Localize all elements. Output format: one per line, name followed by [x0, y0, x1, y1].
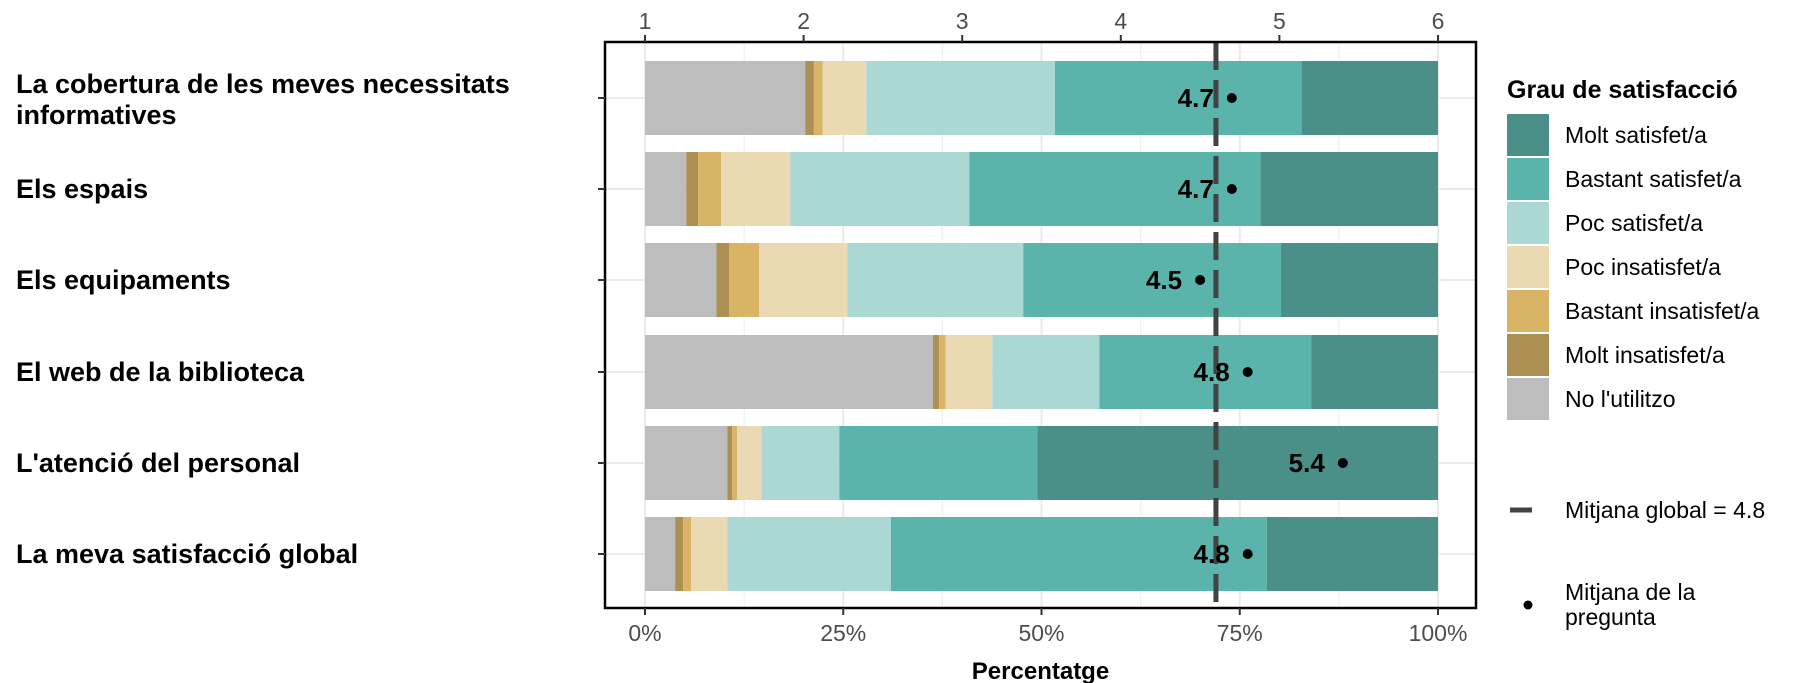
bar-segment: [847, 243, 1024, 317]
bar-segment: [1099, 335, 1312, 409]
bar-segment: [1260, 152, 1438, 226]
bar-segment: [1266, 517, 1438, 591]
bar-segment: [729, 243, 760, 317]
bar-segment: [645, 243, 717, 317]
legend-swatch: [1507, 202, 1549, 244]
category-label: Els equipaments: [16, 265, 231, 295]
x-top-tick-label: 4: [1114, 8, 1127, 34]
question-mean-label: 4.7: [1178, 83, 1214, 113]
bar-segment: [645, 517, 676, 591]
category-label: La meva satisfacció global: [16, 539, 358, 569]
bar-segment: [992, 335, 1100, 409]
question-mean-point: [1226, 184, 1237, 194]
question-mean-label: 4.8: [1194, 357, 1230, 387]
bar-segment: [1037, 426, 1438, 500]
bar-segment: [645, 61, 806, 135]
question-mean-label: 4.8: [1194, 539, 1230, 569]
bar-segment: [790, 152, 970, 226]
x-top-tick-label: 5: [1273, 8, 1286, 34]
bar-segment: [727, 426, 733, 500]
question-mean-label: 5.4: [1289, 448, 1326, 478]
bar-segment: [736, 426, 762, 500]
legend-item-label: Poc insatisfet/a: [1565, 254, 1721, 280]
bar-segment: [645, 152, 687, 226]
category-label: El web de la biblioteca: [16, 357, 305, 387]
question-mean-point: [1337, 458, 1348, 468]
legend-item-label: Molt insatisfet/a: [1565, 342, 1725, 368]
bar-segment: [805, 61, 814, 135]
bar-segment: [813, 61, 823, 135]
legend-question-mean-dot: [1523, 600, 1533, 610]
legend-items: Molt satisfet/a Bastant satisfet/a Poc sat…: [1507, 114, 1760, 420]
bar-segment: [686, 152, 699, 226]
stacked-bars: [645, 61, 1438, 591]
x-top-tick-label: 2: [797, 8, 810, 34]
legend-swatch: [1507, 290, 1549, 332]
x-top-tick-label: 6: [1432, 8, 1445, 34]
bar-segment: [890, 517, 1267, 591]
category-label: La cobertura de les meves necessitats inf…: [16, 69, 510, 130]
legend-title: Grau de satisfacció: [1507, 76, 1738, 104]
bar-segment: [732, 426, 737, 500]
bar-segment: [1054, 61, 1302, 135]
legend-item-label: Molt satisfet/a: [1565, 122, 1707, 148]
bar-segment: [969, 152, 1261, 226]
legend-question-mean-label: Mitjana de la pregunta: [1565, 579, 1696, 630]
legend-swatch: [1507, 378, 1549, 420]
legend-swatch: [1507, 246, 1549, 288]
bar-segment: [1023, 243, 1281, 317]
category-label: Els espais: [16, 174, 148, 204]
category-labels: La cobertura de les meves necessitats inf…: [16, 69, 510, 569]
bar-segment: [839, 426, 1038, 500]
bar-segment: [1311, 335, 1438, 409]
category-label: L'atenció del personal: [16, 448, 300, 478]
bar-segment: [1301, 61, 1438, 135]
bar-segment: [698, 152, 722, 226]
bar-segment: [645, 335, 933, 409]
question-mean-point: [1242, 549, 1253, 559]
bar-segment: [759, 243, 848, 317]
bar-segment: [683, 517, 691, 591]
question-mean-point: [1195, 275, 1206, 285]
bar-segment: [721, 152, 791, 226]
bar-segment: [727, 517, 891, 591]
bar-segment: [645, 426, 728, 500]
x-top-tick-label: 1: [639, 8, 652, 34]
bar-segment: [939, 335, 946, 409]
bar-segment: [822, 61, 867, 135]
bar-segment: [761, 426, 840, 500]
bar-segment: [866, 61, 1055, 135]
bar-segment: [945, 335, 993, 409]
question-mean-point: [1226, 93, 1237, 103]
x-top-tick-label: 3: [956, 8, 969, 34]
x-tick-label: 0%: [628, 620, 661, 646]
legend-global-mean-label: Mitjana global = 4.8: [1565, 497, 1765, 523]
x-axis-title: Percentatge: [972, 658, 1109, 683]
legend-item-label: Bastant satisfet/a: [1565, 166, 1742, 192]
x-tick-label: 75%: [1217, 620, 1263, 646]
bar-segment: [1280, 243, 1438, 317]
legend: Grau de satisfacció Molt satisfet/a Basta…: [1507, 76, 1765, 630]
legend-item-label: Poc satisfet/a: [1565, 210, 1703, 236]
bar-segment: [716, 243, 730, 317]
axis-ticks: 0% 25% 50% 75% 100% 1 2 3 4 5 6: [598, 8, 1467, 646]
question-means: 4.7 4.7 4.5 4.8 5.4 4.8: [1146, 83, 1348, 569]
bar-segment: [690, 517, 728, 591]
question-mean-point: [1242, 367, 1253, 377]
legend-swatch: [1507, 114, 1549, 156]
question-mean-label: 4.7: [1178, 174, 1214, 204]
legend-swatch: [1507, 334, 1549, 376]
x-tick-label: 100%: [1409, 620, 1468, 646]
legend-item-label: No l'utilitzo: [1565, 386, 1676, 412]
legend-item-label: Bastant insatisfet/a: [1565, 298, 1760, 324]
x-tick-label: 25%: [820, 620, 866, 646]
legend-swatch: [1507, 158, 1549, 200]
question-mean-label: 4.5: [1146, 265, 1182, 295]
x-tick-label: 50%: [1018, 620, 1064, 646]
bar-segment: [932, 335, 940, 409]
bar-segment: [675, 517, 684, 591]
